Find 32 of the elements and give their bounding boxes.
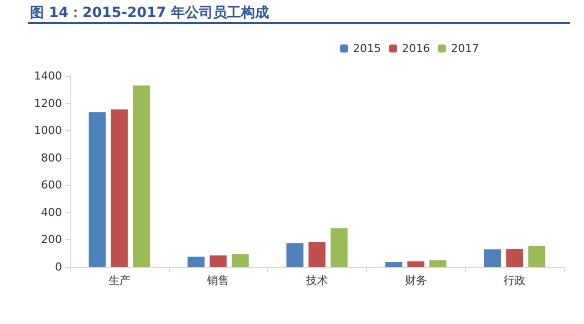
bar (188, 256, 205, 267)
x-tick-label: 财务 (404, 274, 427, 287)
bar (506, 248, 524, 267)
y-tick-label: 800 (41, 151, 62, 164)
bar (330, 228, 348, 267)
bar (133, 86, 150, 267)
bar (429, 260, 446, 267)
legend-label: 2017 (451, 42, 480, 55)
bar (232, 254, 249, 267)
x-tick-label: 行政 (504, 274, 526, 287)
bar (407, 261, 424, 267)
x-tick-label: 销售 (206, 274, 230, 287)
legend-label: 2016 (402, 42, 430, 55)
x-tick-label: 生产 (108, 274, 130, 287)
y-tick-label: 200 (41, 233, 62, 246)
bar (110, 109, 128, 267)
bar (308, 242, 326, 267)
y-tick-label: 600 (41, 178, 62, 192)
bar (484, 249, 501, 267)
bar (88, 112, 106, 267)
chart-title: 图 14：2015-2017 年公司员工构成 (28, 4, 570, 24)
bar (385, 262, 402, 267)
bar (210, 255, 227, 267)
y-tick-label: 0 (55, 260, 62, 274)
x-tick-label: 技术 (305, 274, 328, 287)
bar (528, 246, 546, 267)
y-tick-label: 1000 (34, 124, 62, 138)
bar (286, 243, 304, 267)
y-tick-label: 400 (41, 206, 62, 219)
legend-label: 2015 (353, 42, 382, 55)
y-tick-label: 1400 (34, 70, 62, 82)
y-tick-label: 1200 (34, 96, 62, 110)
